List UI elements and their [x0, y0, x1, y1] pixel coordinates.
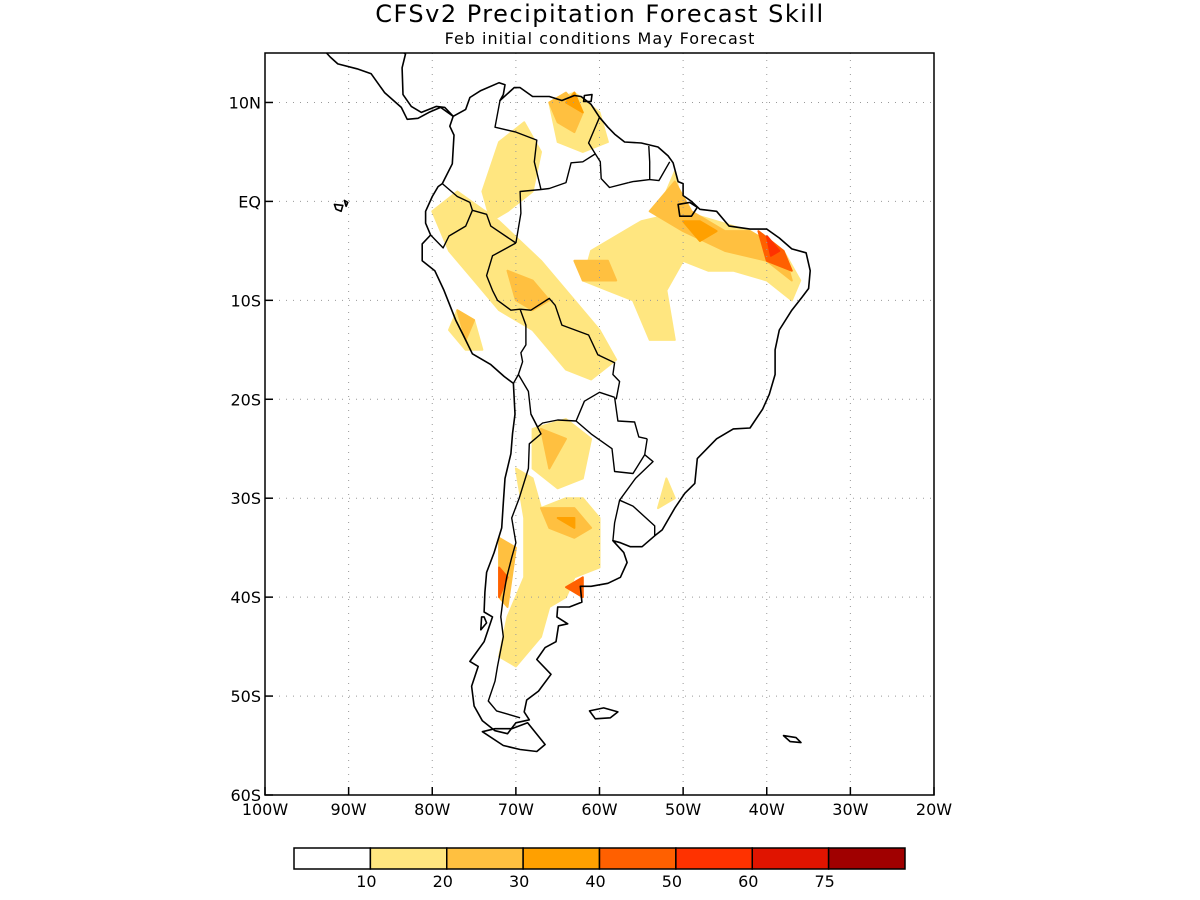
coastline-10	[343, 199, 349, 208]
coastline-0	[421, 81, 812, 735]
coastline-7	[479, 616, 488, 631]
skill-region-7	[498, 467, 601, 668]
legend-swatch-4	[598, 847, 677, 870]
border-16	[619, 499, 656, 536]
color-legend: 10 20 30 40 50 60 75	[293, 847, 906, 891]
skill-region-23	[765, 235, 781, 257]
border-1	[515, 188, 542, 244]
lon-tick-label-3: 70W	[498, 800, 534, 819]
legend-label-6: 75	[814, 872, 834, 891]
lat-tick-label-4: 30S	[230, 489, 261, 508]
lon-tick-label-2: 80W	[414, 800, 450, 819]
lon-tick-label-5: 50W	[665, 800, 701, 819]
border-10	[520, 297, 621, 400]
lat-tick-label-5: 40S	[230, 588, 261, 607]
border-6	[430, 183, 474, 249]
legend-label-1: 20	[433, 872, 453, 891]
skill-region-22	[498, 566, 509, 599]
border-12	[487, 413, 542, 719]
skill-region-19	[556, 517, 576, 529]
chart-subtitle: Feb initial conditions May Forecast	[444, 29, 756, 48]
border-7	[472, 209, 517, 244]
coastlines	[325, 53, 812, 753]
legend-swatch-3	[522, 847, 601, 870]
gridlines	[265, 53, 934, 795]
border-11	[517, 374, 615, 428]
lon-tick-label-6: 40W	[749, 800, 785, 819]
skill-region-11	[573, 259, 618, 282]
border-5	[649, 161, 671, 182]
lat-tick-label-3: 20S	[230, 390, 261, 409]
country-borders	[430, 100, 671, 719]
lon-tick-label-0: 100W	[242, 800, 289, 819]
skill-region-8	[657, 477, 676, 510]
legend-label-2: 30	[509, 872, 529, 891]
skill-region-9	[548, 91, 584, 134]
coastline-9	[333, 203, 344, 213]
legend-label-5: 60	[738, 872, 758, 891]
legend-label-3: 40	[585, 872, 605, 891]
border-0	[494, 100, 542, 190]
skill-region-0	[481, 121, 542, 223]
lon-tick-label-4: 60W	[581, 800, 617, 819]
border-4	[628, 145, 651, 184]
border-2	[540, 117, 601, 191]
legend-swatch-7	[827, 847, 906, 870]
lat-tick-label-2: 10S	[230, 291, 261, 310]
legend-swatch-5	[675, 847, 753, 870]
border-8	[485, 242, 521, 311]
coastline-5	[782, 734, 802, 744]
border-15	[612, 454, 654, 541]
skill-shading	[431, 91, 802, 668]
chart-title: CFSv2 Precipitation Forecast Skill	[375, 0, 825, 28]
coastline-1	[325, 53, 454, 121]
border-3	[594, 153, 629, 189]
lat-tick-label-6: 50S	[230, 687, 261, 706]
skill-region-21	[565, 576, 584, 599]
lat-tick-label-7: 60S	[230, 786, 261, 805]
coastline-2	[401, 53, 454, 117]
skill-region-14	[540, 427, 567, 470]
lat-tick-label-0: 10N	[229, 93, 261, 112]
legend-swatch-2	[446, 847, 524, 870]
coastline-3	[481, 721, 546, 753]
legend-swatch-1	[369, 847, 448, 870]
legend-swatch-6	[751, 847, 830, 870]
legend-swatch-0	[293, 847, 372, 870]
legend-label-0: 10	[356, 872, 376, 891]
coastline-6	[677, 201, 699, 217]
coastline-4	[588, 707, 619, 720]
coastline-8	[582, 93, 593, 103]
skill-region-13	[456, 309, 476, 341]
lon-tick-label-7: 30W	[832, 800, 868, 819]
border-14	[613, 397, 648, 440]
lon-tick-label-8: 20W	[916, 800, 952, 819]
legend-label-4: 50	[662, 872, 682, 891]
skill-region-18	[682, 220, 718, 242]
lon-tick-label-1: 90W	[331, 800, 367, 819]
lat-tick-label-1: EQ	[238, 192, 261, 211]
